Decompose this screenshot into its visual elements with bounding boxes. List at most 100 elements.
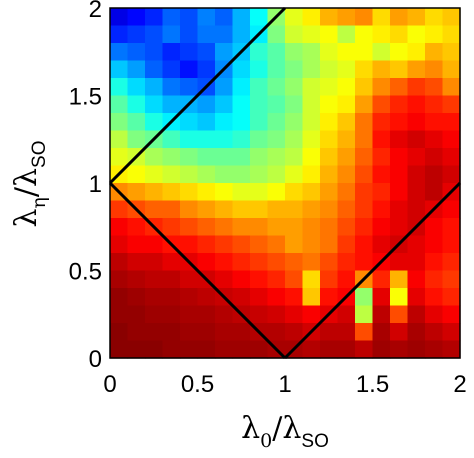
x-axis-title: λ0/λSO — [241, 411, 329, 452]
heatmap-cell — [442, 235, 461, 254]
heatmap-cell — [372, 148, 391, 167]
heatmap-cell — [197, 218, 216, 237]
heatmap-cell — [180, 130, 199, 149]
heatmap-cell — [267, 78, 286, 97]
plot-frame — [109, 7, 461, 359]
heatmap-cell — [355, 148, 374, 167]
heatmap-cell — [197, 8, 216, 27]
y-axis-title-sub2: SO — [29, 141, 50, 168]
heatmap-cell — [320, 113, 339, 132]
heatmap-cell — [232, 78, 251, 97]
heatmap-cell — [337, 200, 356, 219]
heatmap-cell — [442, 78, 461, 97]
heatmap-cell — [302, 8, 321, 27]
heatmap-cell — [320, 78, 339, 97]
heatmap-cell — [372, 340, 391, 359]
heatmap-cell — [162, 148, 181, 167]
heatmap-cell — [127, 270, 146, 289]
heatmap-cell — [127, 8, 146, 27]
heatmap-cell — [407, 235, 426, 254]
heatmap-cell — [337, 165, 356, 184]
heatmap-cell — [285, 288, 304, 307]
heatmap-cell — [215, 200, 234, 219]
heatmap-cell — [127, 43, 146, 62]
heatmap-cell — [407, 323, 426, 342]
heatmap-cell — [145, 95, 164, 114]
heatmap-cell — [355, 235, 374, 254]
heatmap-cell — [390, 43, 409, 62]
heatmap-cell — [285, 60, 304, 79]
heatmap-cell — [250, 8, 269, 27]
heatmap-cell — [390, 218, 409, 237]
heatmap-cell — [250, 148, 269, 167]
heatmap-cell — [355, 78, 374, 97]
heatmap-cell — [372, 113, 391, 132]
heatmap-cell — [110, 25, 129, 44]
heatmap-cell — [442, 253, 461, 272]
heatmap-cell — [285, 270, 304, 289]
heatmap-cell — [232, 113, 251, 132]
y-tick-label: 0 — [89, 346, 102, 373]
heatmap-cell — [127, 165, 146, 184]
heatmap-cell — [127, 60, 146, 79]
heatmap-cell — [197, 113, 216, 132]
heatmap-cell — [442, 25, 461, 44]
heatmap-cell — [180, 270, 199, 289]
heatmap-cell — [407, 130, 426, 149]
heatmap-cell — [267, 60, 286, 79]
heatmap-cell — [267, 253, 286, 272]
heatmap-cell — [110, 253, 129, 272]
heatmap-cell — [285, 113, 304, 132]
heatmap-cell — [215, 323, 234, 342]
heatmap-cell — [250, 183, 269, 202]
heatmap-cell — [250, 253, 269, 272]
heatmap-cell — [232, 340, 251, 359]
heatmap-cell — [372, 200, 391, 219]
heatmap-cell — [145, 8, 164, 27]
heatmap-cell — [337, 218, 356, 237]
heatmap-cell — [267, 113, 286, 132]
heatmap-cell — [442, 270, 461, 289]
heatmap-cell — [302, 148, 321, 167]
heatmap-cell — [302, 113, 321, 132]
heatmap-cell — [390, 253, 409, 272]
heatmap-cell — [285, 95, 304, 114]
heatmap-cell — [162, 305, 181, 324]
heatmap-cell — [425, 8, 444, 27]
heatmap-cell — [197, 43, 216, 62]
heatmap-cell — [425, 95, 444, 114]
heatmap-cell — [285, 25, 304, 44]
heatmap-cell — [267, 305, 286, 324]
heatmap-cell — [145, 270, 164, 289]
heatmap-cell — [407, 253, 426, 272]
heatmap-cell — [372, 288, 391, 307]
heatmap-cell — [197, 130, 216, 149]
heatmap-cell — [425, 130, 444, 149]
heatmap-cell — [250, 270, 269, 289]
heatmap-cell — [425, 60, 444, 79]
heatmap-cell — [337, 340, 356, 359]
heatmap-cell — [442, 200, 461, 219]
heatmap-cell — [425, 148, 444, 167]
heatmap-cells — [110, 8, 461, 359]
y-tick-label: 0.5 — [69, 259, 102, 286]
heatmap-cell — [197, 148, 216, 167]
heatmap-cell — [425, 270, 444, 289]
heatmap-cell — [127, 235, 146, 254]
heatmap-cell — [355, 288, 374, 307]
heatmap-cell — [250, 165, 269, 184]
heatmap-cell — [110, 305, 129, 324]
heatmap-cell — [285, 8, 304, 27]
heatmap-cell — [390, 148, 409, 167]
heatmap-cell — [145, 235, 164, 254]
x-tick-labels: 0 0.5 1 1.5 2 — [103, 371, 466, 398]
heatmap-cell — [285, 43, 304, 62]
heatmap-cell — [127, 78, 146, 97]
heatmap-cell — [425, 43, 444, 62]
heatmap-cell — [215, 253, 234, 272]
heatmap-cell — [302, 235, 321, 254]
heatmap-cell — [320, 8, 339, 27]
heatmap-cell — [390, 113, 409, 132]
heatmap-cell — [407, 78, 426, 97]
heatmap-cell — [372, 270, 391, 289]
